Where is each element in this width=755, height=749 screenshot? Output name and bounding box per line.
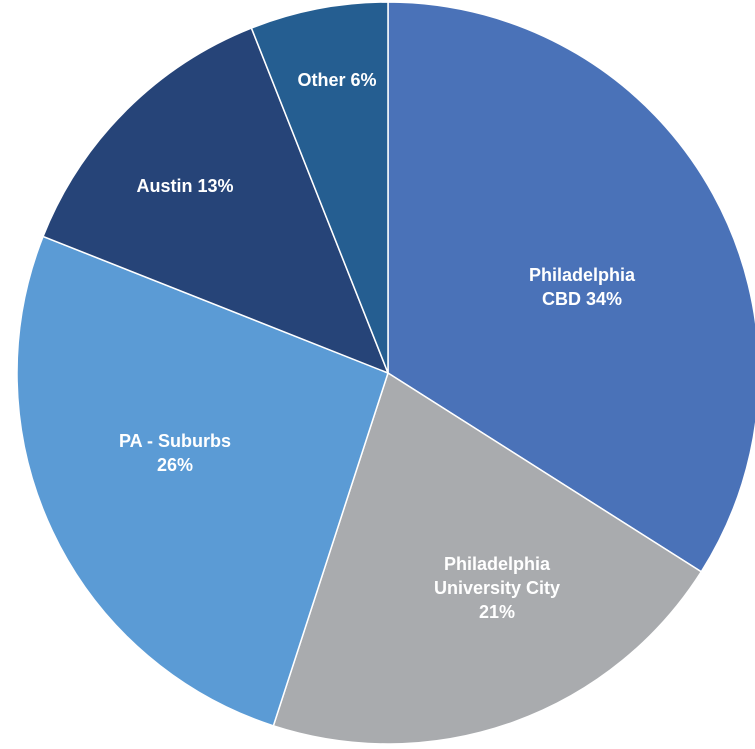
category-name: Austin — [136, 176, 193, 196]
slice-label: PA - Suburbs 26% — [110, 429, 240, 477]
pie-slice — [250, 1, 389, 374]
pie-slice — [16, 235, 389, 727]
category-name: Philadelphia CBD — [528, 265, 636, 309]
value-label: 34% — [585, 289, 623, 309]
category-name: Other — [297, 70, 346, 90]
value-label: 6% — [350, 70, 377, 90]
value-label: 21% — [478, 602, 516, 622]
pie-slice — [42, 27, 390, 375]
slice-label: Other 6% — [297, 68, 376, 92]
slice-label: Philadelphia CBD 34% — [517, 263, 647, 311]
value-label: 26% — [156, 455, 194, 475]
pie-slice — [387, 1, 755, 573]
category-name: PA - Suburbs — [119, 431, 231, 451]
value-label: 13% — [197, 176, 234, 196]
pie-slice — [272, 371, 703, 745]
slice-label: Philadelphia University City 21% — [422, 552, 572, 624]
slice-label: Austin 13% — [136, 174, 233, 198]
category-name: Philadelphia University City — [433, 554, 561, 598]
